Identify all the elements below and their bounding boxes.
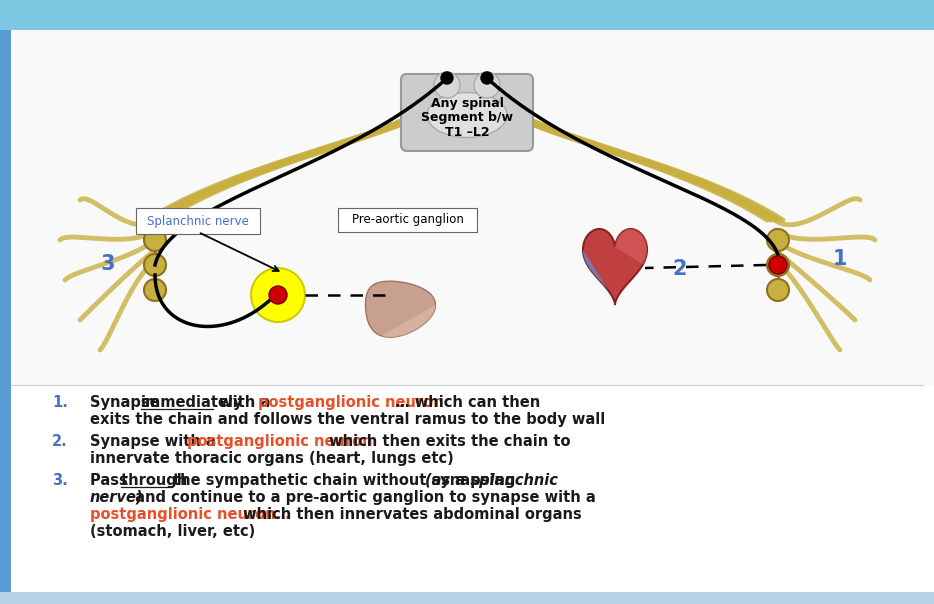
Text: 3.: 3. bbox=[52, 473, 68, 488]
Text: 1: 1 bbox=[833, 249, 847, 269]
Text: … which can then: … which can then bbox=[395, 395, 540, 410]
Text: Any spinal
Segment b/w
T1 –L2: Any spinal Segment b/w T1 –L2 bbox=[421, 97, 513, 140]
Circle shape bbox=[269, 286, 287, 304]
Text: with a: with a bbox=[214, 395, 276, 410]
FancyBboxPatch shape bbox=[136, 208, 260, 234]
Bar bbox=[0, 30, 11, 604]
Ellipse shape bbox=[427, 92, 507, 138]
Text: Pass: Pass bbox=[90, 473, 133, 488]
Circle shape bbox=[144, 254, 166, 276]
Text: Synapse: Synapse bbox=[90, 395, 164, 410]
Bar bbox=[0, 0, 934, 30]
Circle shape bbox=[481, 72, 493, 84]
Circle shape bbox=[767, 279, 789, 301]
Polygon shape bbox=[381, 305, 435, 337]
Text: the sympathetic chain without synapsing: the sympathetic chain without synapsing bbox=[173, 473, 520, 488]
Text: postganglionic neuron: postganglionic neuron bbox=[187, 434, 373, 449]
Circle shape bbox=[767, 254, 789, 276]
Circle shape bbox=[767, 229, 789, 251]
Circle shape bbox=[474, 72, 500, 98]
Text: nerve): nerve) bbox=[90, 490, 144, 505]
FancyBboxPatch shape bbox=[401, 74, 533, 151]
Text: immediately: immediately bbox=[141, 395, 244, 410]
Polygon shape bbox=[615, 229, 647, 265]
Polygon shape bbox=[583, 250, 608, 291]
Text: postganglionic neuron: postganglionic neuron bbox=[258, 395, 444, 410]
Text: 2.: 2. bbox=[52, 434, 68, 449]
Text: Splanchnic nerve: Splanchnic nerve bbox=[147, 214, 249, 228]
Text: through: through bbox=[121, 473, 192, 488]
Text: (stomach, liver, etc): (stomach, liver, etc) bbox=[90, 524, 255, 539]
Text: which then exits the chain to: which then exits the chain to bbox=[324, 434, 571, 449]
Text: postganglionic neuron…: postganglionic neuron… bbox=[90, 507, 290, 522]
Circle shape bbox=[441, 72, 453, 84]
Polygon shape bbox=[583, 229, 647, 304]
Text: 3: 3 bbox=[101, 254, 115, 274]
Circle shape bbox=[434, 72, 460, 98]
Text: Synapse with a: Synapse with a bbox=[90, 434, 221, 449]
Bar bbox=[0, 592, 934, 604]
Circle shape bbox=[144, 229, 166, 251]
FancyBboxPatch shape bbox=[338, 208, 477, 232]
Text: Pre-aortic ganglion: Pre-aortic ganglion bbox=[352, 213, 464, 226]
Polygon shape bbox=[365, 281, 435, 337]
Text: which then innervates abdominal organs: which then innervates abdominal organs bbox=[238, 507, 582, 522]
Text: exits the chain and follows the ventral ramus to the body wall: exits the chain and follows the ventral … bbox=[90, 412, 605, 427]
Text: 2: 2 bbox=[672, 259, 687, 279]
Circle shape bbox=[251, 268, 305, 322]
Text: (as a splanchnic: (as a splanchnic bbox=[425, 473, 558, 488]
Circle shape bbox=[144, 279, 166, 301]
Circle shape bbox=[769, 256, 787, 274]
Text: and continue to a pre-aortic ganglion to synapse with a: and continue to a pre-aortic ganglion to… bbox=[130, 490, 596, 505]
Text: innervate thoracic organs (heart, lungs etc): innervate thoracic organs (heart, lungs … bbox=[90, 451, 454, 466]
Text: 1.: 1. bbox=[52, 395, 68, 410]
Bar bbox=[11, 30, 934, 385]
